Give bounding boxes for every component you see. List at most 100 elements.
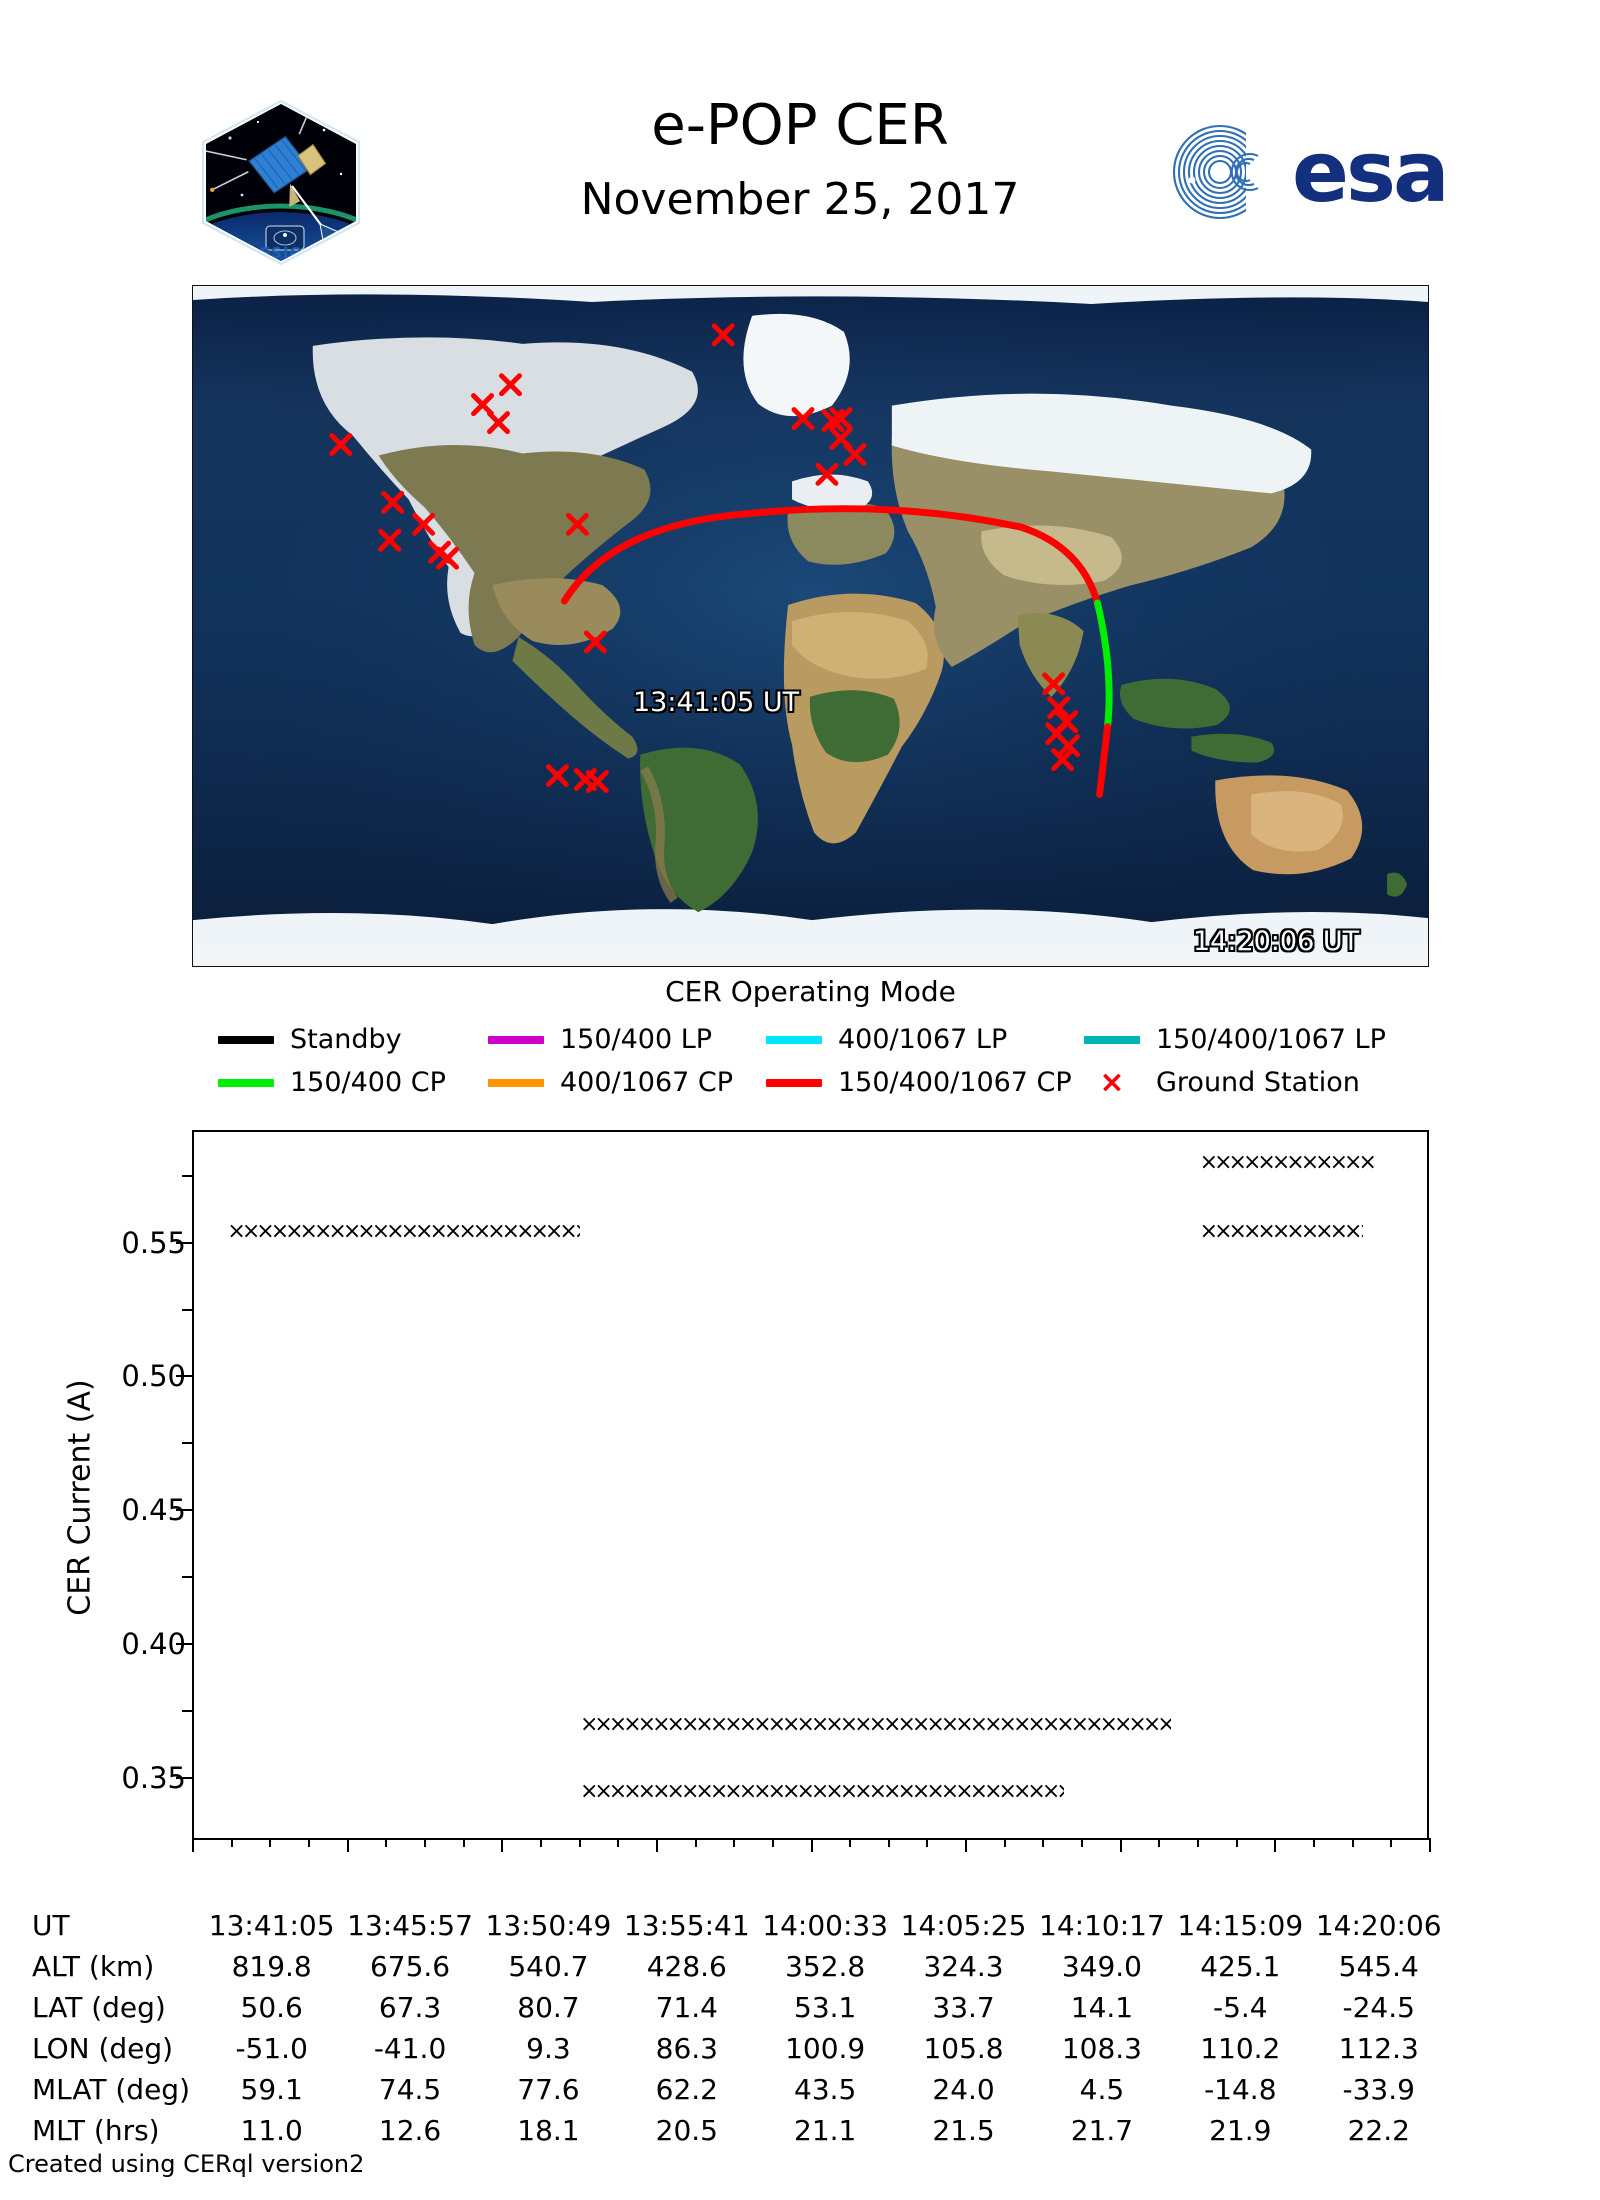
- legend-swatch-400-1067-cp: [488, 1078, 544, 1087]
- table-cell: -24.5: [1342, 1991, 1415, 2024]
- table-cell: 100.9: [785, 2032, 866, 2065]
- x-tick-minor: [887, 1838, 890, 1847]
- table-cell: 12.6: [378, 2114, 442, 2147]
- x-tick-major: [655, 1838, 658, 1852]
- world-map-panel: 13:41:05 UT 14:20:06 UT: [192, 285, 1429, 967]
- x-tick-minor: [578, 1838, 581, 1847]
- x-tick-major: [346, 1838, 349, 1852]
- track-start-time-label: 13:41:05 UT: [633, 687, 800, 718]
- legend-item-standby: Standby: [218, 1024, 488, 1055]
- table-cell: 4.5: [1079, 2073, 1125, 2106]
- legend-label-ground-station: Ground Station: [1156, 1067, 1360, 1098]
- table-row: LAT (deg) 50.6 67.3 80.7 71.4 53.1 33.7 14.1 -5.…: [28, 1987, 1448, 2028]
- table-row: LON (deg) -51.0 -41.0 9.3 86.3 100.9 105.8 108.…: [28, 2028, 1448, 2069]
- legend-swatch-standby: [218, 1035, 274, 1044]
- legend-row-2: 150/400 CP 400/1067 CP 150/400/1067 CP ×…: [192, 1067, 1429, 1098]
- y-tick-label: 0.45: [121, 1493, 186, 1528]
- table-cell: 33.7: [932, 1991, 995, 2024]
- table-cell: 21.7: [1070, 2114, 1134, 2147]
- x-tick-minor: [539, 1838, 542, 1847]
- table-cell: 349.0: [1061, 1950, 1142, 1983]
- table-cell: 108.3: [1061, 2032, 1142, 2065]
- table-row: UT 13:41:05 13:45:57 13:50:49 13:55:41 14:00:…: [28, 1905, 1448, 1946]
- cer-current-plot: CER Current (A) 0.35 0.40 0.45 0.50 0.55 ×××…: [0, 1120, 1600, 1880]
- legend-item-400-1067-cp: 400/1067 CP: [488, 1067, 766, 1098]
- table-cell: 545.4: [1338, 1950, 1419, 1983]
- table-cell: 21.5: [932, 2114, 995, 2147]
- table-cell: 112.3: [1338, 2032, 1419, 2065]
- esa-logo: esa: [1150, 122, 1450, 222]
- table-cell: 9.3: [526, 2032, 571, 2065]
- x-tick-major: [1119, 1838, 1122, 1852]
- table-cell: 14.1: [1070, 1991, 1134, 2024]
- table-cell: 819.8: [231, 1950, 312, 1983]
- world-map: [193, 286, 1428, 966]
- page-header: CASSIOPE e-POP CER November 25, 2017: [0, 0, 1600, 270]
- ground-track-segment-red-start: [560, 505, 1102, 607]
- table-cell: 425.1: [1200, 1950, 1281, 1983]
- table-cell: 53.1: [794, 1991, 857, 2024]
- y-tick-minor: [182, 1576, 192, 1579]
- esa-wordmark: esa: [1292, 123, 1450, 221]
- y-tick-major: [176, 1375, 192, 1378]
- legend-item-ground-station: × Ground Station: [1084, 1067, 1360, 1098]
- y-tick-label: 0.40: [121, 1627, 186, 1662]
- cassiope-logo: CASSIOPE: [196, 99, 366, 266]
- table-cell: 14:15:09: [1177, 1909, 1304, 1942]
- x-tick-minor: [423, 1838, 426, 1847]
- legend-label-150-400-1067-lp: 150/400/1067 LP: [1156, 1024, 1386, 1055]
- title-block: e-POP CER November 25, 2017: [400, 92, 1200, 232]
- x-tick-minor: [694, 1838, 697, 1847]
- y-tick-label: 0.35: [121, 1761, 186, 1796]
- table-row-label: LAT (deg): [32, 1991, 166, 2024]
- footer-credit: Created using CERql version2: [8, 2150, 365, 2178]
- table-cell: 13:45:57: [347, 1909, 473, 1942]
- legend-label-400-1067-cp: 400/1067 CP: [560, 1067, 734, 1098]
- table-cell: -51.0: [235, 2032, 308, 2065]
- legend: CER Operating Mode Standby 150/400 LP 40…: [192, 972, 1429, 1112]
- y-tick-minor: [182, 1308, 192, 1311]
- y-tick-major: [176, 1241, 192, 1244]
- table-cell: 105.8: [923, 2032, 1004, 2065]
- x-tick-minor: [307, 1838, 310, 1847]
- legend-label-standby: Standby: [290, 1024, 402, 1055]
- table-row: ALT (km) 819.8 675.6 540.7 428.6 352.8 324.3 34…: [28, 1946, 1448, 1987]
- legend-swatch-150-400-cp: [218, 1078, 274, 1087]
- x-tick-minor: [926, 1838, 929, 1847]
- x-tick-minor: [230, 1838, 233, 1847]
- table-cell: 80.7: [517, 1991, 580, 2024]
- table-cell: 24.0: [932, 2073, 995, 2106]
- table-cell: 324.3: [923, 1950, 1004, 1983]
- table-cell: 18.1: [517, 2114, 580, 2147]
- x-tick-minor: [849, 1838, 852, 1847]
- legend-label-150-400-lp: 150/400 LP: [560, 1024, 713, 1055]
- y-tick-major: [176, 1643, 192, 1646]
- data-band-operating-band-mid-high: ××××××××××××××××××××××××××××××××××××××××…: [579, 1715, 1172, 1736]
- x-tick-major: [192, 1838, 194, 1852]
- table-row-label: LON (deg): [32, 2032, 174, 2065]
- x-tick-major: [1274, 1838, 1277, 1852]
- x-tick-major: [965, 1838, 968, 1852]
- ground-track-segment-red-end: [1096, 723, 1112, 798]
- table-row-label: MLAT (deg): [32, 2073, 191, 2106]
- ground-track-segment-green: [1094, 599, 1113, 731]
- track-end-time-label: 14:20:06 UT: [1193, 926, 1360, 957]
- x-tick-minor: [771, 1838, 774, 1847]
- x-tick-major: [1429, 1838, 1431, 1852]
- data-band-standby-band-right-low: ×××××××××××××××××××: [1199, 1222, 1363, 1243]
- x-tick-minor: [1390, 1838, 1393, 1847]
- x-tick-minor: [1003, 1838, 1006, 1847]
- table-cell: 74.5: [378, 2073, 442, 2106]
- x-tick-minor: [1351, 1838, 1354, 1847]
- y-tick-major: [176, 1777, 192, 1780]
- table-cell: 14:05:25: [900, 1909, 1027, 1942]
- table-cell: 77.6: [517, 2073, 580, 2106]
- table-cell: 540.7: [508, 1950, 589, 1983]
- table-cell: 110.2: [1200, 2032, 1281, 2065]
- legend-swatch-150-400-1067-lp: [1084, 1035, 1140, 1044]
- table-row: MLT (hrs) 11.0 12.6 18.1 20.5 21.1 21.5 21.7 21.…: [28, 2110, 1448, 2151]
- table-cell: 71.4: [655, 1991, 718, 2024]
- table-row: MLAT (deg) 59.1 74.5 77.6 62.2 43.5 24.0 4.5 -14…: [28, 2069, 1448, 2110]
- x-tick-minor: [1197, 1838, 1200, 1847]
- table-cell: -41.0: [373, 2032, 447, 2065]
